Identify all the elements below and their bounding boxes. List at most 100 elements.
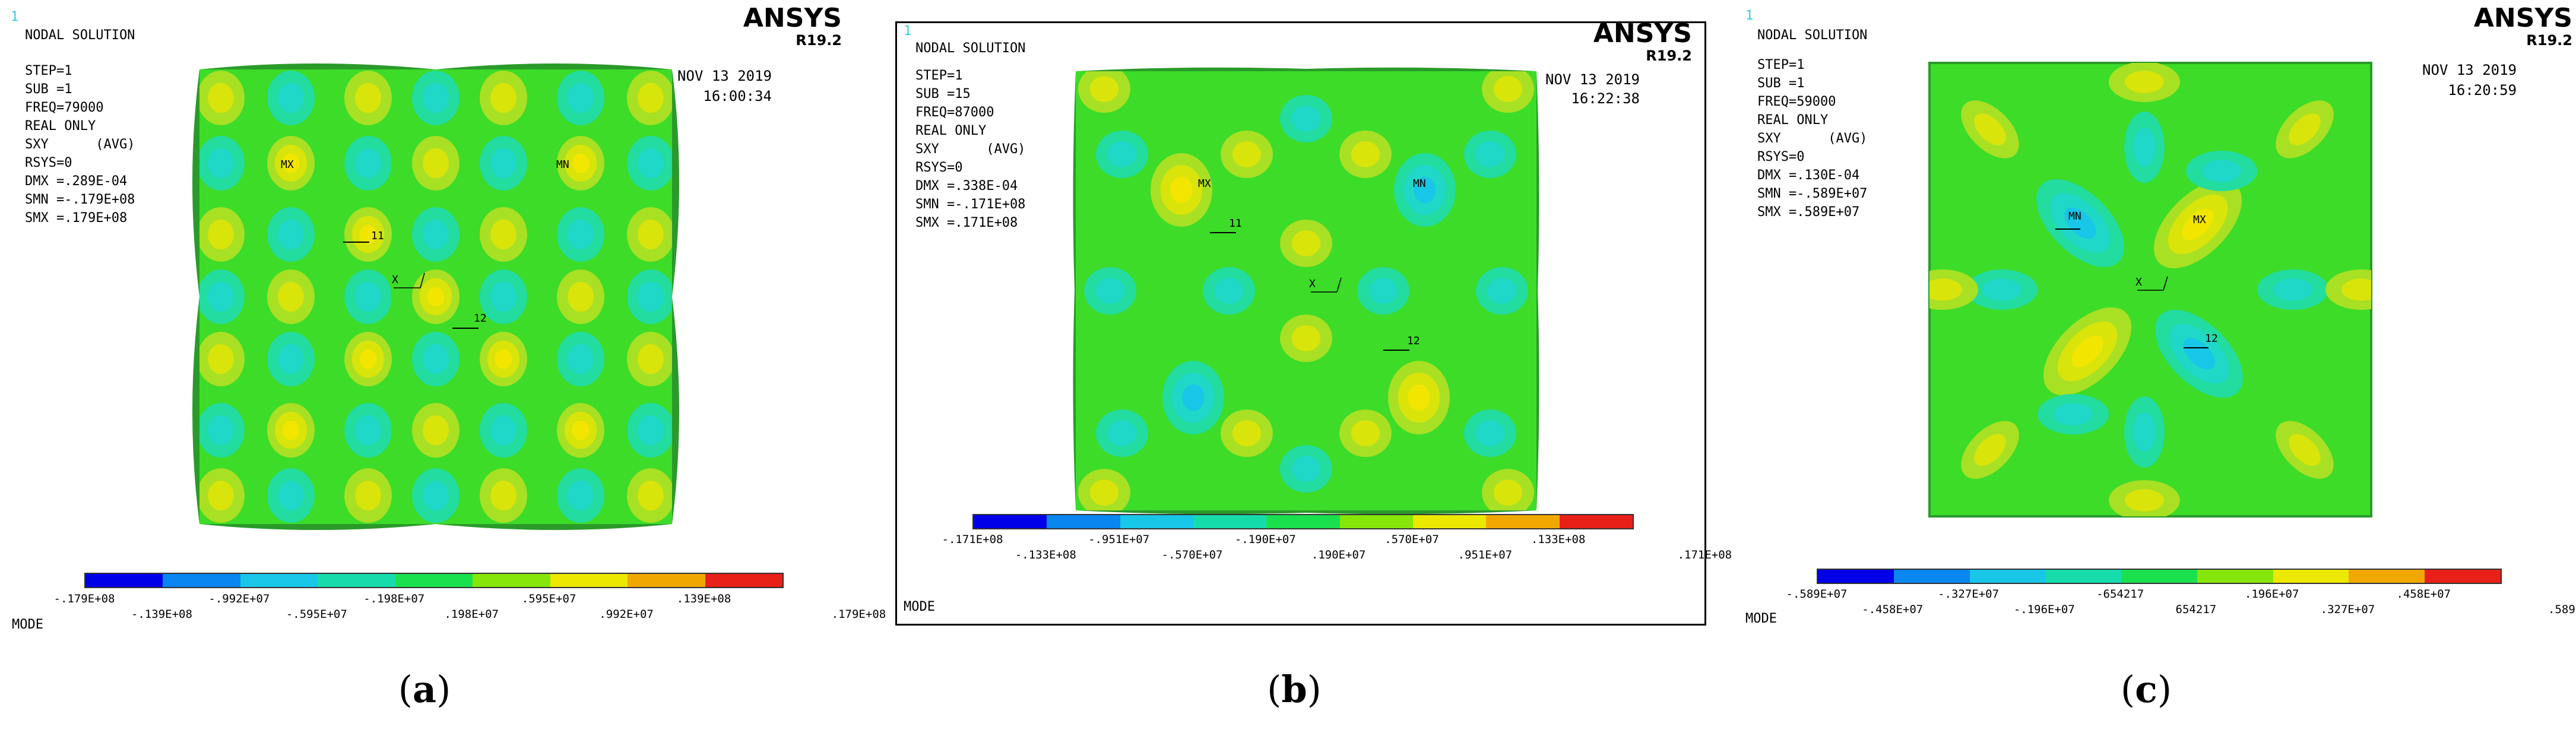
legend-swatch [2349,570,2425,583]
positive-stress-zone [2182,208,2214,240]
node-markers: MN MX 12 X [2055,210,2218,348]
positive-stress-zone [2289,434,2321,466]
solution-info-line: SMX =.179E+08 [25,211,128,226]
negative-stress-zone [208,415,234,446]
legend-tick-label: -.190E+07 [1234,533,1296,546]
positive-stress-zone [427,287,445,307]
solution-info-line: SMX =.171E+08 [915,215,1018,230]
positive-stress-zone [208,219,234,250]
positive-stress-zone [359,224,377,245]
solution-info-line: DMX =.338E-04 [915,179,1018,193]
stress-contours [1929,63,2371,516]
positive-stress-zone [638,344,664,374]
negative-stress-zone [208,281,234,312]
positive-stress-zone [638,82,664,113]
positive-stress-zone [1974,113,2006,145]
legend-swatch [318,574,395,587]
time-stamp: 16:22:38 [1571,90,1640,107]
negative-stress-zone [1107,141,1137,167]
positive-stress-zone [490,480,517,511]
solution-info-line: SXY (AVG) [915,142,1026,157]
legend-tick-label: .196E+07 [2244,588,2299,601]
solution-title: NODAL SOLUTION [1757,28,1868,43]
node-12-label: 12 [1407,335,1420,347]
legend-tick-label: .570E+07 [1384,533,1439,546]
step-marker: 1 [11,9,19,24]
mn-label: MN [556,158,569,171]
solution-info-line: SMN =-.171E+08 [915,197,1026,212]
date-stamp: NOV 13 2019 [677,68,772,84]
negative-stress-zone [1095,278,1125,304]
solution-info: STEP=1 SUB =1 FREQ=79000 REAL ONLY SXY (AVG)… [25,62,135,227]
mn-label: MN [2068,210,2081,223]
contour-plot: MN MX 12 X [1928,62,2372,518]
negative-stress-zone [1214,278,1244,304]
negative-stress-zone [423,219,449,250]
solution-info-line: REAL ONLY [915,123,987,138]
legend-swatch [1486,515,1560,528]
positive-stress-zone [1089,76,1119,102]
positive-stress-zone [1170,176,1193,204]
legend-swatch [240,574,318,587]
positive-stress-zone [2125,489,2164,512]
caption-c: (c) [2120,668,2172,711]
legend-tick-label: -.198E+07 [363,592,425,605]
negative-stress-zone [423,344,449,374]
negative-stress-zone [2273,278,2312,301]
positive-stress-zone [572,153,590,173]
stress-contours [199,71,672,523]
negative-stress-zone [1107,420,1137,446]
legend-swatch [2425,570,2501,583]
positive-stress-zone [572,420,590,440]
node-markers: MX MN 11 12 X [281,158,569,329]
solution-info-line: SMX =.589E+07 [1757,205,1860,220]
positive-stress-zone [282,420,300,440]
negative-stress-zone [2133,128,2156,167]
negative-stress-zone [1291,456,1321,482]
negative-stress-zone [423,480,449,511]
legend-tick-label: .589E+07 [2548,603,2576,616]
legend-swatch [1893,570,1970,583]
negative-stress-zone [208,148,234,179]
positive-stress-zone [1974,434,2006,466]
legend-swatch [2273,570,2349,583]
positive-stress-zone [2341,278,2371,301]
solution-info-line: RSYS=0 [25,155,72,170]
negative-stress-zone [355,415,381,446]
positive-stress-zone [1351,141,1380,167]
legend-tick-label: -.327E+07 [1938,588,2000,601]
solution-info: STEP=1 SUB =1 FREQ=59000 REAL ONLY SXY (AVG)… [1757,56,1867,221]
solution-info-line: FREQ=59000 [1757,94,1836,109]
positive-stress-zone [638,480,664,511]
panel-b: 1 NODAL SOLUTION STEP=1 SUB =15 FREQ=87000… [891,0,1732,647]
legend-tick-label: .458E+07 [2396,588,2451,601]
positive-stress-zone [423,415,449,446]
legend-tick-label: .139E+08 [676,592,731,605]
solution-info-line: FREQ=87000 [915,105,994,120]
positive-stress-zone [1351,420,1380,446]
ansys-logo: ANSYS [743,3,842,33]
legend-swatch [550,574,628,587]
node-11-label: 11 [1229,217,1242,230]
positive-stress-zone [490,82,517,113]
negative-stress-zone [2064,207,2096,239]
legend-swatch [2045,570,2122,583]
negative-stress-zone [278,82,304,113]
ansys-version: R19.2 [2526,32,2572,49]
time-stamp: 16:20:59 [2448,82,2517,99]
time-stamp: 16:00:34 [703,88,772,104]
node-12-label: 12 [474,312,487,325]
positive-stress-zone [495,349,512,369]
solution-info-line: STEP=1 [915,68,963,83]
color-legend [84,573,784,588]
positive-stress-zone [1493,480,1523,506]
legend-swatch [1193,515,1267,528]
legend-tick-label: .198E+07 [444,608,499,621]
solution-info-line: SUB =1 [1757,76,1805,91]
ansys-version: R19.2 [1646,47,1692,64]
plate-base [1076,71,1536,510]
negative-stress-zone [2054,403,2093,426]
legend-tick-label: .171E+08 [1677,548,1732,561]
node-markers: MX MN 11 12 X [1198,177,1426,351]
legend-tick-label: -.951E+07 [1088,533,1150,546]
